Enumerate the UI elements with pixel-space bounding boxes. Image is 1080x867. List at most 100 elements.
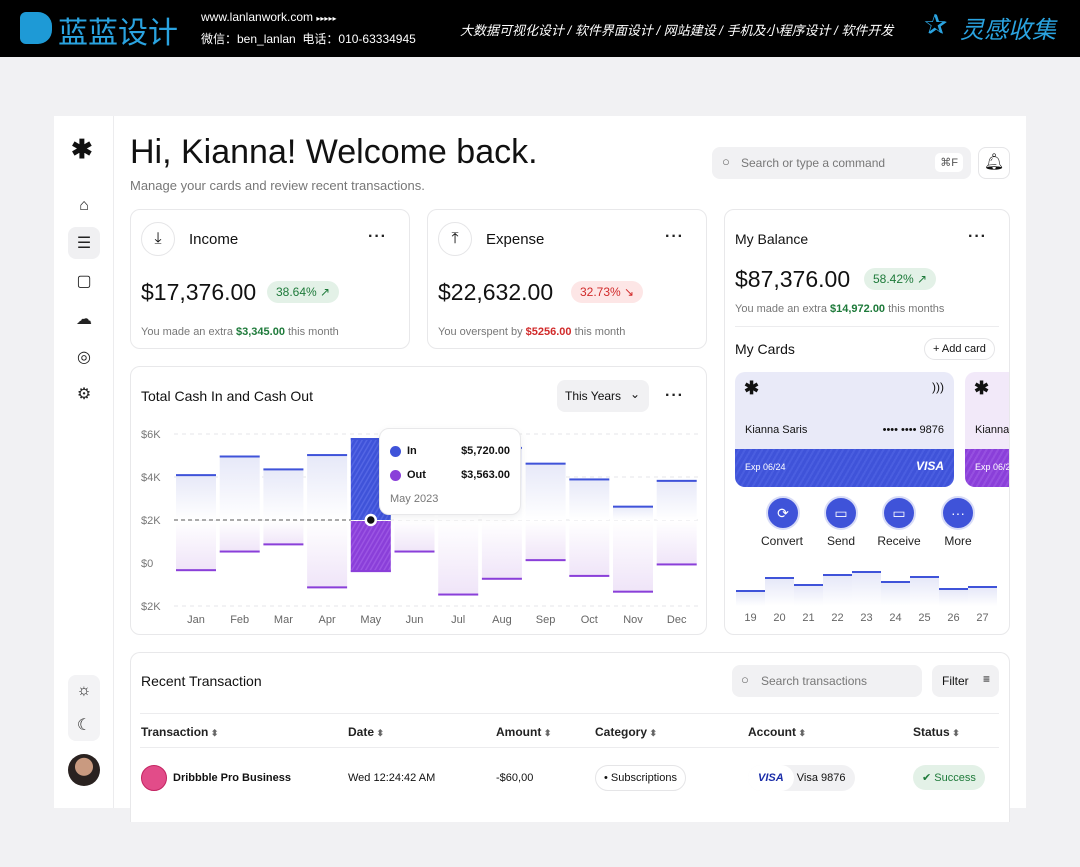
col-account[interactable]: Account xyxy=(748,725,806,739)
period-dropdown[interactable]: This Years ⌄ xyxy=(557,380,649,412)
out-bar-cap xyxy=(525,559,566,562)
theme-toggle: ☼ ☾ xyxy=(68,675,100,741)
convert-icon[interactable]: ⟳ xyxy=(766,496,800,530)
income-note: You made an extra $3,345.00 this month xyxy=(141,326,339,338)
income-change-badge: 38.64% ↗ xyxy=(267,281,340,303)
expense-card: ⤒ Expense ··· $22,632.00 32.73% ↘ You ov… xyxy=(427,209,707,349)
more-icon[interactable]: ··· xyxy=(665,228,684,245)
chat-icon[interactable]: ◎ xyxy=(77,349,91,366)
convert-label[interactable]: Convert xyxy=(760,534,804,548)
more-label[interactable]: More xyxy=(944,534,972,548)
in-bar xyxy=(176,474,216,520)
in-legend-dot xyxy=(390,446,401,457)
card-expiry: Exp 06/2 xyxy=(975,462,1010,472)
tooltip-in-label: In xyxy=(407,445,417,457)
visa-logo: VISA xyxy=(915,459,944,473)
mini-day-label: 20 xyxy=(773,612,786,624)
mini-bar xyxy=(968,585,997,606)
send-label[interactable]: Send xyxy=(826,534,856,548)
avatar[interactable] xyxy=(68,754,100,786)
layers-icon[interactable]: ☰ xyxy=(68,227,100,259)
expense-amount: $22,632.00 xyxy=(438,279,554,305)
notification-bell-icon[interactable]: 🔔︎ xyxy=(978,147,1010,179)
command-search[interactable]: ○ Search or type a command ⌘F xyxy=(712,147,971,179)
x-tick-label: Jun xyxy=(406,614,424,626)
sun-icon[interactable]: ☼ xyxy=(76,682,92,699)
in-bar-cap xyxy=(307,454,348,457)
out-bar xyxy=(219,521,260,553)
in-bar xyxy=(307,454,348,520)
mini-bar xyxy=(736,590,765,606)
cash-flow-card: Total Cash In and Cash Out This Years ⌄ ·… xyxy=(130,366,707,635)
in-bar xyxy=(219,455,260,520)
more-actions-icon[interactable]: ··· xyxy=(941,496,975,530)
cloud-icon[interactable]: ☁ xyxy=(76,311,92,328)
wallet-icon[interactable]: ▢ xyxy=(76,273,92,290)
banner-services: 大数据可视化设计 / 软件界面设计 / 网站建设 / 手机及小程序设计 / 软件… xyxy=(460,23,894,38)
in-bar xyxy=(656,479,697,520)
out-bar-cap xyxy=(176,569,216,572)
x-tick-label: May xyxy=(360,614,381,626)
card-logo-icon: ✱ xyxy=(974,378,990,398)
brand-name: 蓝蓝设计 xyxy=(58,17,178,50)
table-row[interactable]: Dribbble Pro Business Wed 12:24:42 AM -$… xyxy=(140,763,1000,793)
tooltip-date: May 2023 xyxy=(390,493,439,505)
receive-icon[interactable]: ▭ xyxy=(882,496,916,530)
home-icon[interactable]: ⌂ xyxy=(79,197,89,214)
in-bar-cap xyxy=(613,505,653,508)
more-icon[interactable]: ··· xyxy=(968,228,987,245)
status-badge: ✔ Success xyxy=(913,765,985,790)
out-bar-cap xyxy=(350,570,391,573)
divider xyxy=(735,326,999,327)
col-amount[interactable]: Amount xyxy=(496,725,551,739)
divider xyxy=(140,713,999,714)
credit-card-2[interactable]: ✱ Kianna Exp 06/2 xyxy=(965,372,1010,487)
transaction-search[interactable]: ○ Search transactions xyxy=(732,665,922,697)
note-value: $5256.00 xyxy=(525,326,572,338)
url-text: www.lanlanwork.com xyxy=(201,10,314,24)
more-icon[interactable]: ··· xyxy=(665,387,684,404)
in-bar-cap xyxy=(263,468,304,471)
mini-bar xyxy=(823,573,852,606)
in-bar xyxy=(613,505,653,520)
more-icon[interactable]: ··· xyxy=(368,228,387,245)
filter-button[interactable]: Filter ≡ xyxy=(932,665,999,697)
y-tick-label: $4K xyxy=(141,472,161,484)
contactless-icon: ))) xyxy=(932,380,944,394)
search-icon: ○ xyxy=(722,154,730,169)
brand-logo-icon xyxy=(20,12,52,44)
col-transaction[interactable]: Transaction xyxy=(141,725,218,739)
sidebar: ✱ ⌂ ☰ ▢ ☁ ◎ ⚙ ☼ ☾ xyxy=(54,116,114,808)
col-status[interactable]: Status xyxy=(913,725,960,739)
x-tick-label: Nov xyxy=(623,614,643,626)
mini-day-label: 27 xyxy=(976,612,989,624)
mini-day-label: 23 xyxy=(860,612,873,624)
out-bar-cap xyxy=(394,550,435,553)
filter-label: Filter xyxy=(942,674,969,688)
out-bar-cap xyxy=(263,543,304,546)
card-expiry: Exp 06/24 xyxy=(745,462,786,472)
top-banner: 蓝蓝设计 www.lanlanwork.com ▸▸▸▸▸ 微信：ben_lan… xyxy=(0,0,1080,57)
balance-change-badge: 58.42% ↗ xyxy=(864,268,937,290)
mini-day-label: 24 xyxy=(889,612,902,624)
out-bar-cap xyxy=(438,593,479,596)
mini-bar xyxy=(881,581,910,606)
settings-icon[interactable]: ⚙ xyxy=(76,386,92,403)
out-legend-dot xyxy=(390,470,401,481)
out-bar xyxy=(176,521,216,572)
col-date[interactable]: Date xyxy=(348,725,384,739)
card-holder: Kianna Saris xyxy=(745,424,808,436)
receive-label[interactable]: Receive xyxy=(877,534,921,548)
col-category[interactable]: Category xyxy=(595,725,657,739)
mini-bar xyxy=(852,570,881,606)
moon-icon[interactable]: ☾ xyxy=(76,717,92,734)
add-card-button[interactable]: + Add card xyxy=(924,338,995,360)
transactions-title: Recent Transaction xyxy=(141,673,262,689)
in-bar xyxy=(263,468,304,520)
send-icon[interactable]: ▭ xyxy=(824,496,858,530)
y-tick-label: $6K xyxy=(141,429,161,441)
credit-card[interactable]: ✱ ))) Kianna Saris •••• •••• 9876 Exp 06… xyxy=(735,372,954,487)
out-bar xyxy=(394,521,435,553)
transaction-name: Dribbble Pro Business xyxy=(173,772,291,784)
status-text: Success xyxy=(934,772,976,784)
